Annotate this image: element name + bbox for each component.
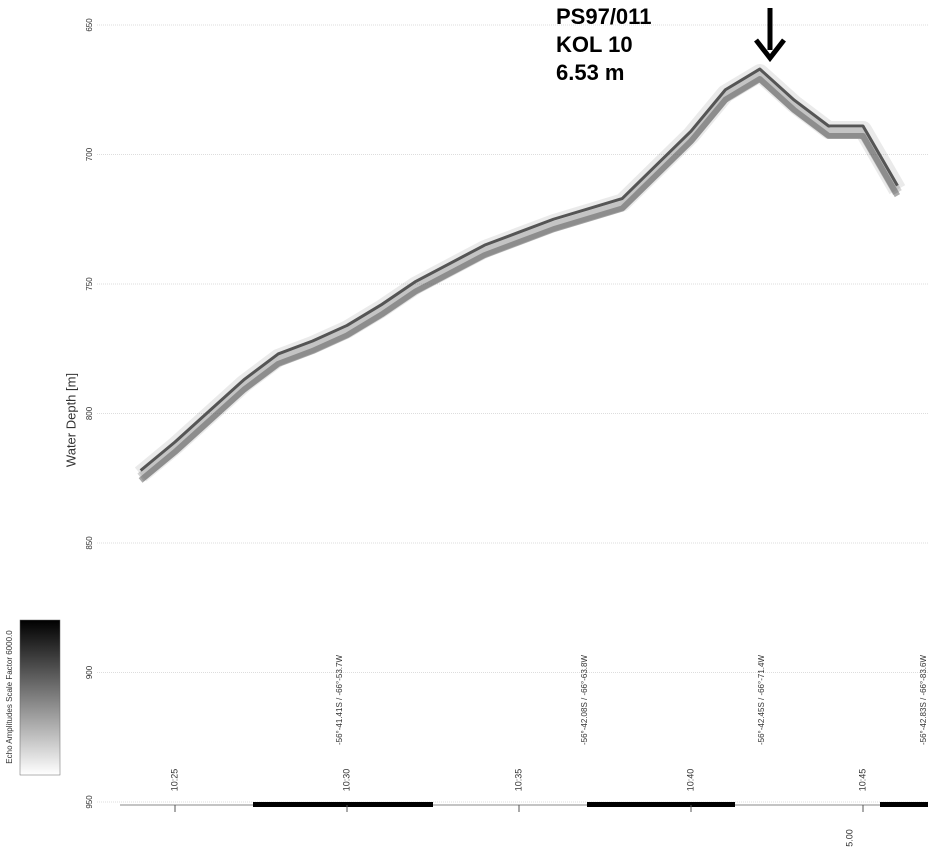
time-bar [253,802,433,807]
grid [97,24,928,803]
y-tick-label: 750 [85,277,94,291]
position-label: -56°-42.83S / -66°-83.6W [919,655,928,745]
seafloor-echo [137,71,902,482]
y-tick-label: 900 [85,665,94,679]
time-bar [587,802,735,807]
annotation-line: PS97/011 [556,4,651,29]
scale-note: 5.00 [844,829,854,847]
position-label: -56°-42.08S / -66°-63.8W [580,655,589,745]
seafloor-echo [134,64,906,482]
y-tick-label: 650 [85,18,94,32]
colorbar-label: Echo Amplitudes Scale Factor 6000.0 [5,630,14,764]
y-tick-label: 700 [85,147,94,161]
x-tick-label: 10:35 [513,769,523,792]
position-label: -56°-42.45S / -66°-71.4W [757,655,766,745]
position-label: -56°-41.41S / -66°-53.7W [335,655,344,745]
arrow [754,8,786,63]
seafloor-echo [138,76,900,483]
x-tick-label: 10:45 [857,769,867,792]
x-tick-label: 10:25 [169,769,179,792]
x-tick-label: 10:40 [685,769,695,792]
colorbar [19,619,61,776]
y-tick-label: 800 [85,406,94,420]
y-axis-label: Water Depth [m] [63,373,78,467]
annotation-line: 6.53 m [556,60,625,85]
y-tick-label: 850 [85,536,94,550]
x-tick-label: 10:30 [341,769,351,792]
seafloor-line [139,67,899,472]
annotation-line: KOL 10 [556,32,633,57]
y-tick-label: 950 [85,795,94,809]
time-bar [880,802,928,807]
